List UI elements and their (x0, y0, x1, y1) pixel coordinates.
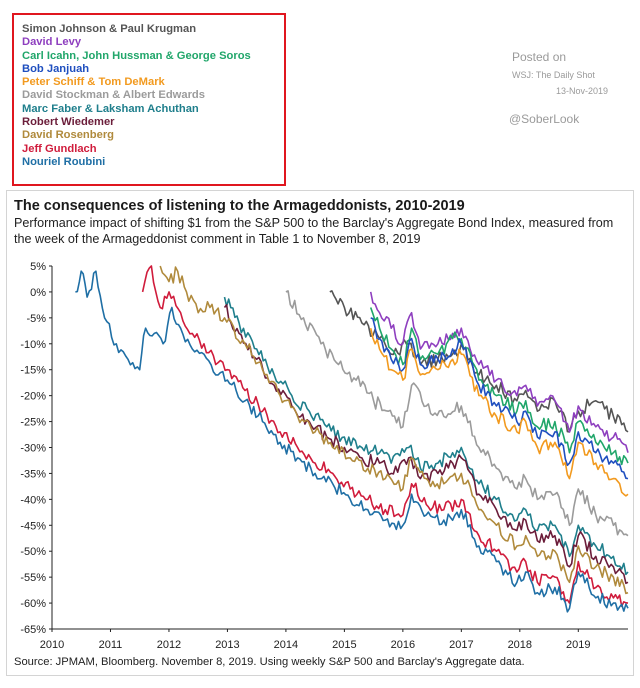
legend-item: Peter Schiff & Tom DeMark (22, 76, 165, 89)
legend-item: Nouriel Roubini (22, 155, 106, 168)
legend-item: David Levy (22, 36, 82, 49)
series-line (369, 328, 629, 497)
chart-title: The consequences of listening to the Arm… (14, 198, 465, 214)
y-tick-label: -10% (20, 339, 46, 351)
legend-item: David Rosenberg (22, 129, 115, 142)
posted-date: 13-Nov-2019 (555, 86, 608, 96)
posted-source: WSJ: The Daily Shot (512, 70, 595, 80)
series-line (223, 296, 629, 576)
y-tick-label: -20% (20, 391, 46, 403)
legend: Simon Johnson & Paul Krugman David Levy Ca… (12, 13, 286, 186)
x-tick-label: 2016 (391, 639, 415, 651)
y-tick-label: 5% (30, 261, 46, 273)
series-line (369, 307, 629, 466)
legend-item: Jeff Gundlach (22, 142, 97, 155)
series-line (369, 291, 629, 453)
legend-item: Simon Johnson & Paul Krugman (22, 23, 197, 35)
legend-item: Carl Icahn, John Hussman & George Soros (22, 49, 251, 62)
posted-label: Posted on (512, 50, 567, 64)
y-tick-label: -40% (20, 494, 46, 506)
series-line (141, 265, 629, 608)
y-tick-label: -45% (20, 520, 46, 532)
series-line (329, 290, 629, 433)
y-tick-label: -65% (20, 624, 46, 636)
x-tick-label: 2011 (99, 639, 123, 651)
twitter-handle: @SoberLook (509, 112, 580, 126)
y-tick-label: -35% (20, 468, 46, 480)
y-tick-label: 0% (30, 287, 46, 299)
posted-info: Posted on WSJ: The Daily Shot 13-Nov-201… (512, 50, 612, 96)
legend-item: Robert Wiedemer (22, 116, 115, 129)
chart-source: Source: JPMAM, Bloomberg. November 8, 20… (14, 656, 525, 668)
series-line (75, 270, 629, 613)
x-tick-label: 2010 (40, 639, 64, 651)
chart-frame (6, 190, 634, 676)
series-line (285, 290, 629, 537)
series-line (159, 265, 629, 595)
y-tick-label: -30% (20, 443, 46, 455)
x-tick-label: 2015 (332, 639, 356, 651)
legend-item: David Stockman & Albert Edwards (22, 89, 205, 102)
y-tick-label: -5% (26, 313, 46, 325)
x-tick-label: 2019 (566, 639, 590, 651)
x-tick-label: 2013 (215, 639, 239, 651)
x-tick-label: 2018 (508, 639, 532, 651)
x-tick-label: 2012 (157, 639, 181, 651)
chart-subtitle: Performance impact of shifting $1 from t… (14, 216, 614, 246)
x-tick-label: 2014 (274, 639, 298, 651)
series-line (370, 317, 629, 480)
series-line (223, 303, 629, 585)
legend-item: Marc Faber & Laksham Achuthan (22, 102, 199, 115)
y-tick-label: -15% (20, 365, 46, 377)
y-tick-label: -25% (20, 417, 46, 429)
y-tick-label: -60% (20, 598, 46, 610)
legend-item: Bob Janjuah (22, 62, 90, 75)
y-tick-label: -55% (20, 572, 46, 584)
x-tick-label: 2017 (449, 639, 473, 651)
y-tick-label: -50% (20, 546, 46, 558)
